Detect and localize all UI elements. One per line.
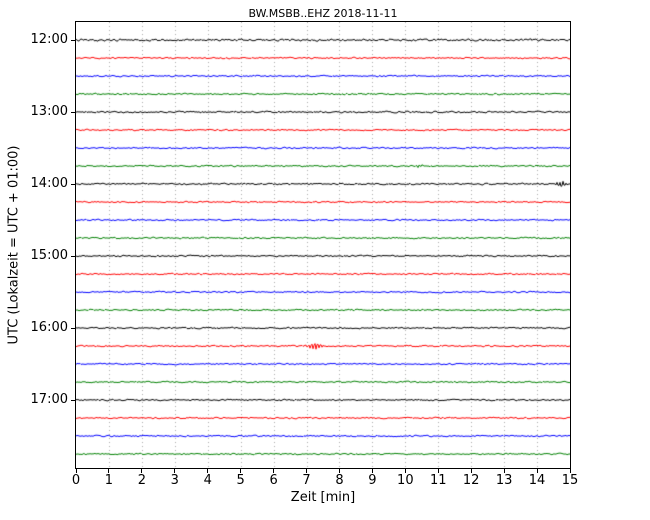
plot-area — [75, 21, 571, 469]
x-tick-mark — [306, 469, 308, 473]
x-tick-mark — [174, 469, 176, 473]
x-tick-label: 10 — [397, 473, 414, 488]
x-tick-mark — [470, 469, 472, 473]
x-tick-mark — [437, 469, 439, 473]
x-tick-label: 12 — [462, 473, 480, 488]
y-tick-label: 14:00 — [30, 176, 68, 191]
x-tick-label: 5 — [236, 473, 245, 488]
x-tick-label: 13 — [495, 473, 513, 488]
y-tick-label: 16:00 — [30, 320, 68, 335]
x-tick-label: 8 — [335, 473, 344, 488]
x-tick-label: 9 — [368, 473, 377, 488]
x-tick-mark — [207, 469, 209, 473]
x-tick-label: 15 — [561, 473, 579, 488]
x-tick-mark — [338, 469, 340, 473]
x-tick-mark — [371, 469, 373, 473]
x-tick-label: 0 — [71, 473, 81, 488]
y-tick-label: 17:00 — [30, 392, 68, 407]
x-tick-mark — [141, 469, 143, 473]
y-tick-label: 12:00 — [30, 32, 68, 47]
y-tick-mark — [71, 327, 75, 329]
x-tick-label: 11 — [429, 473, 447, 488]
y-tick-mark — [71, 399, 75, 401]
x-tick-label: 14 — [528, 473, 546, 488]
chart-title: BW.MSBB..EHZ 2018-11-11 — [248, 7, 398, 20]
x-tick-mark — [536, 469, 538, 473]
x-tick-label: 3 — [170, 473, 179, 488]
x-tick-label: 2 — [137, 473, 146, 488]
x-tick-mark — [108, 469, 110, 473]
x-tick-mark — [404, 469, 406, 473]
x-axis-label: Zeit [min] — [290, 490, 356, 505]
x-tick-mark — [273, 469, 275, 473]
x-tick-mark — [503, 469, 505, 473]
y-tick-mark — [71, 183, 75, 185]
y-tick-mark — [71, 255, 75, 257]
seismogram-trace-canvas — [76, 22, 570, 468]
x-tick-label: 6 — [269, 473, 278, 488]
y-tick-mark — [71, 111, 75, 113]
x-tick-mark — [240, 469, 242, 473]
y-tick-label: 13:00 — [30, 104, 68, 119]
x-tick-label: 7 — [302, 473, 311, 488]
x-tick-mark — [75, 469, 77, 473]
y-tick-label: 15:00 — [30, 248, 68, 263]
y-tick-mark — [71, 39, 75, 41]
x-tick-mark — [569, 469, 571, 473]
x-tick-label: 4 — [203, 473, 212, 488]
x-tick-label: 1 — [104, 473, 114, 488]
